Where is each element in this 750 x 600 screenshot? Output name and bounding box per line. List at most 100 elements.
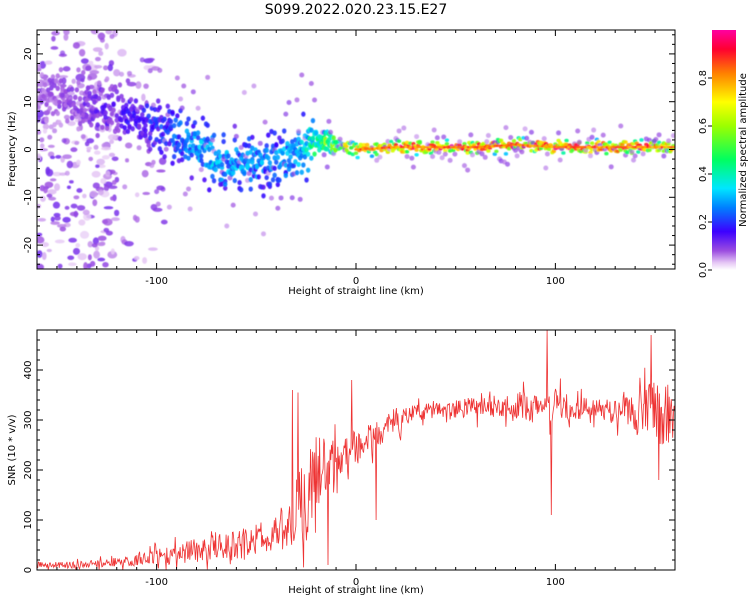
spectrogram-cell (148, 131, 153, 137)
spectrogram-cell (377, 154, 383, 160)
spectrogram-cell (179, 151, 185, 157)
spectrogram-cell (143, 122, 148, 128)
spectrogram-cell (97, 257, 106, 262)
spectrogram-cell (37, 129, 42, 135)
spectrogram-cell (541, 136, 547, 142)
spectrogram-cell (260, 231, 266, 237)
spectrogram-cell (42, 128, 48, 134)
spectrogram-cell (102, 261, 109, 268)
spectrogram-cell (282, 128, 287, 134)
colorbar: 0.0 0.2 0.4 0.6 0.8 Normalized spectral ampl… (698, 30, 749, 278)
spectrogram-cell (83, 262, 88, 269)
snr-xtick-label: 0 (353, 577, 359, 588)
spectrogram-cell (55, 110, 60, 116)
spectrogram-cell (264, 147, 269, 153)
snr-ytick-label: 400 (23, 360, 34, 379)
spectrogram-cell (492, 152, 497, 156)
spectrogram-cell (396, 128, 402, 134)
spectrogram-cell (248, 149, 253, 155)
spectrogram-cell (160, 131, 166, 137)
spectrogram-cell (100, 87, 105, 94)
spectrogram-cell (109, 34, 115, 40)
spectrogram-cell (309, 155, 314, 161)
spectrogram-cell (105, 170, 111, 177)
spectrogram-cell (142, 257, 148, 264)
spectrogram-cell (39, 143, 45, 149)
spectrogram-cell (92, 182, 100, 189)
spectrogram-cell (385, 138, 391, 144)
spectrogram-cell (147, 57, 155, 61)
spectrogram-cell (107, 64, 113, 72)
spectrogram-cell (157, 67, 163, 73)
spectrogram-cell (264, 143, 269, 149)
spectrogram-cell (189, 152, 194, 158)
spectrogram-cell (82, 107, 88, 113)
spectrogram-cell (49, 178, 57, 182)
spectrogram-cell (374, 142, 379, 146)
spectrogram-cell (404, 149, 410, 154)
spectrogram-cell (430, 140, 435, 144)
spectrogram-cell (110, 217, 120, 222)
spectrogram-cell (72, 42, 81, 49)
spectrogram-cell (259, 159, 265, 166)
spectrogram-cell (142, 191, 151, 196)
colorbar-tick-label: 0.2 (698, 214, 709, 230)
spectrogram-cell (653, 136, 659, 142)
spectrogram-cell (414, 134, 420, 140)
spectrogram-cell (305, 167, 311, 173)
spectrogram-cell (62, 66, 71, 72)
spectrogram-cell (133, 98, 139, 104)
spectrogram-cell (199, 157, 204, 164)
colorbar-label: Normalized spectral amplitude (738, 73, 749, 227)
spectrogram-cell (184, 120, 190, 127)
spectrogram-cell (76, 126, 81, 132)
spectrogram-cell (141, 169, 149, 178)
spectrogram-cell (232, 123, 237, 129)
spectrogram-cell (514, 153, 520, 159)
spectrogram-cell (294, 97, 300, 103)
spectrogram-cell (288, 154, 293, 160)
spectrogram-cell (207, 187, 212, 193)
spectrogram-cell (543, 165, 549, 171)
spectrogram-cell (62, 154, 72, 160)
spectrogram-cell (176, 142, 182, 148)
spectrogram-cell (396, 139, 402, 143)
spectrogram-cell (168, 118, 174, 125)
spectrogram-cell (128, 96, 134, 103)
spectrogram-cell (175, 113, 180, 119)
spectrogram-cell (589, 134, 595, 140)
spectrogram-cell (199, 153, 204, 159)
spectrogram-cell (355, 155, 360, 160)
spectrogram-cell (457, 139, 463, 145)
spectrogram-cell (589, 141, 595, 145)
spectrogram-cell (37, 217, 47, 222)
spectrogram-cell (37, 263, 45, 269)
spectrogram-cell (441, 134, 447, 140)
spectrogram-cell (270, 177, 276, 183)
spectrogram-cell (42, 74, 48, 81)
spectrogram-cell (310, 135, 316, 141)
spectrogram-cell (353, 151, 359, 156)
spectrogram-cell (587, 153, 593, 159)
spectrogram-cell (125, 78, 131, 84)
spectrogram-cell (157, 104, 163, 111)
spectrogram-cell (141, 93, 146, 102)
spectrogram-cell (75, 100, 81, 106)
spectrogram-cell (103, 206, 114, 210)
spectrogram-cell (588, 150, 593, 155)
spectrogram-cell (147, 68, 153, 74)
spectrogram-cell (119, 93, 124, 99)
spectrogram-cell (111, 107, 116, 113)
spectrogram-cell (192, 120, 198, 126)
spectrogram-cell (107, 185, 118, 190)
spectrogram-cell (200, 115, 206, 121)
spectrogram-cell (101, 155, 110, 160)
spectrogram-cell (444, 138, 450, 142)
spectrogram-cell (97, 235, 107, 241)
spectrogram-cell (89, 70, 100, 75)
spectrogram-cell (67, 255, 75, 260)
spectrogram-cell (277, 177, 282, 183)
spectrogram-cell (146, 142, 151, 148)
spectrogram-cell (150, 102, 156, 108)
spectrogram-cell (134, 107, 140, 113)
